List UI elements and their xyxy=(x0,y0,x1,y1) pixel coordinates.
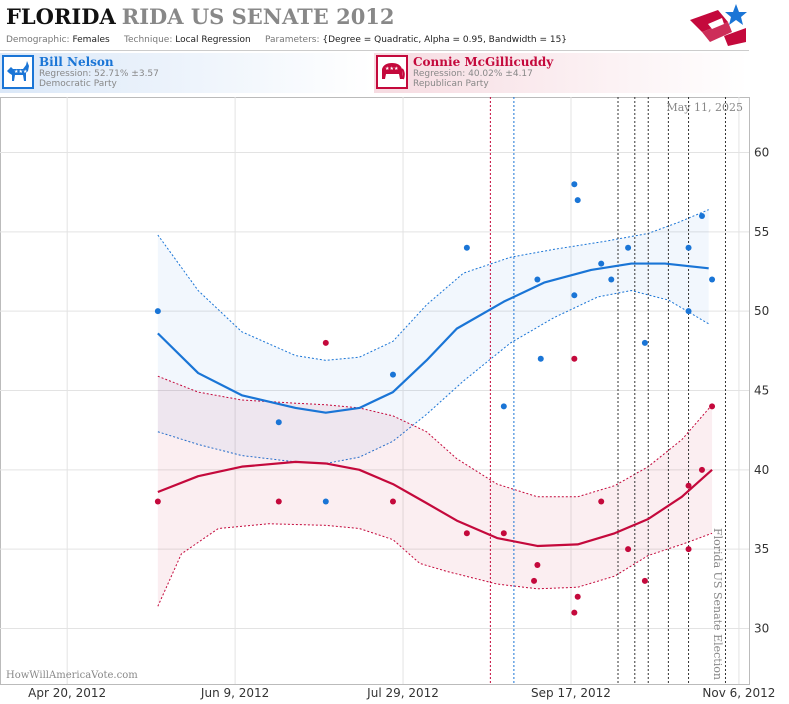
grid-lines xyxy=(0,97,749,684)
rep-poll-point xyxy=(698,466,705,473)
dem-poll-point xyxy=(571,181,578,188)
poll-points xyxy=(154,181,716,616)
rep-regression: Regression: 40.02% ±4.17 xyxy=(413,69,533,79)
x-tick-label: Jun 9, 2012 xyxy=(200,686,269,700)
rep-poll-point xyxy=(275,498,282,505)
trend-lines xyxy=(157,262,713,548)
dem-candidate-name: Bill Nelson xyxy=(39,55,114,69)
dem-poll-point xyxy=(154,308,161,315)
x-tick-label: Apr 20, 2012 xyxy=(28,686,106,700)
dem-poll-point xyxy=(500,403,507,410)
rep-candidate-name: Connie McGillicuddy xyxy=(413,55,554,69)
dem-poll-point xyxy=(698,212,705,219)
candidate-panel-rep: ★★★ Connie McGillicuddy Regression: 40.0… xyxy=(374,53,748,93)
dem-band-lower xyxy=(157,290,709,464)
rep-poll-point xyxy=(685,482,692,489)
rep-poll-point xyxy=(322,339,329,346)
dem-poll-point xyxy=(625,244,632,251)
parameters-value: {Degree = Quadratic, Alpha = 0.95, Bandw… xyxy=(322,35,568,45)
candidate-panel-dem: ★★★ Bill Nelson Regression: 52.71% ±3.57… xyxy=(0,53,372,93)
rep-poll-point xyxy=(500,530,507,537)
dem-poll-point xyxy=(685,244,692,251)
axes: Apr 20, 2012 Jun 9, 2012 Jul 29, 2012 Sep 1… xyxy=(28,146,775,700)
event-lines xyxy=(489,97,726,684)
svg-text:★★★: ★★★ xyxy=(14,69,28,75)
x-tick-label: Sep 17, 2012 xyxy=(531,686,611,700)
dem-poll-point xyxy=(598,260,605,267)
dem-poll-point xyxy=(322,498,329,505)
dem-poll-point xyxy=(685,308,692,315)
rep-band-upper xyxy=(157,375,713,498)
rep-poll-point xyxy=(574,593,581,600)
dem-poll-point xyxy=(574,197,581,204)
dem-regression: Regression: 52.71% ±3.57 xyxy=(39,69,159,79)
rep-band-lower xyxy=(157,523,713,607)
dem-poll-point xyxy=(709,276,716,283)
date-stamp: May 11, 2025 xyxy=(666,101,743,114)
parameters-label: Parameters: xyxy=(264,35,320,45)
dem-party: Democratic Party xyxy=(39,79,117,89)
technique-value: Local Regression xyxy=(175,35,251,45)
title-state: FLORIDA xyxy=(6,4,116,29)
parameters-line: Demographic: Females Technique: Local Re… xyxy=(6,35,567,45)
y-tick-label: 50 xyxy=(754,304,769,318)
dem-trend-line xyxy=(157,262,709,414)
rep-poll-point xyxy=(463,530,470,537)
rep-poll-point xyxy=(641,577,648,584)
x-tick-label: Nov 6, 2012 xyxy=(702,686,775,700)
watermark: HowWillAmericaVote.com xyxy=(6,670,138,681)
page-title: FLORIDA RIDA US SENATE 2012 xyxy=(6,4,395,29)
y-tick-label: 30 xyxy=(754,621,769,635)
y-tick-label: 60 xyxy=(754,146,769,160)
dem-band-upper xyxy=(157,209,709,361)
dem-poll-point xyxy=(537,355,544,362)
rep-poll-point xyxy=(531,577,538,584)
svg-text:★★★: ★★★ xyxy=(385,66,399,72)
y-tick-label: 55 xyxy=(754,225,769,239)
demographic-value: Females xyxy=(72,35,110,45)
rep-confidence-band xyxy=(157,376,713,607)
donkey-icon: ★★★ xyxy=(2,55,34,89)
rep-poll-point xyxy=(625,546,632,553)
technique-label: Technique: xyxy=(124,35,173,45)
demographic-label: Demographic: xyxy=(6,35,70,45)
y-tick-label: 40 xyxy=(754,463,769,477)
rep-party: Republican Party xyxy=(413,79,489,89)
x-tick-label: Jul 29, 2012 xyxy=(366,686,439,700)
y-tick-label: 45 xyxy=(754,384,769,398)
dem-poll-point xyxy=(389,371,396,378)
rep-trend-line xyxy=(157,460,713,548)
rep-poll-point xyxy=(598,498,605,505)
rep-poll-point xyxy=(389,498,396,505)
title-race: RIDA US SENATE 2012 xyxy=(121,4,395,29)
rep-poll-point xyxy=(571,609,578,616)
dem-poll-point xyxy=(534,276,541,283)
y-tick-label: 35 xyxy=(754,542,769,556)
rep-poll-point xyxy=(571,355,578,362)
dem-poll-point xyxy=(641,339,648,346)
elephant-icon: ★★★ xyxy=(376,55,408,89)
chart-header: FLORIDA RIDA US SENATE 2012 Demographic: … xyxy=(0,0,749,51)
election-label: Florida US Senate Election xyxy=(711,528,724,680)
rep-poll-point xyxy=(709,403,716,410)
dem-poll-point xyxy=(608,276,615,283)
dem-confidence-band xyxy=(157,209,709,464)
rep-poll-point xyxy=(154,498,161,505)
star-flag-logo-icon xyxy=(690,4,747,46)
rep-poll-point xyxy=(685,546,692,553)
dem-poll-point xyxy=(571,292,578,299)
confidence-bands xyxy=(157,209,713,607)
rep-poll-point xyxy=(534,562,541,569)
dem-poll-point xyxy=(463,244,470,251)
dem-poll-point xyxy=(275,419,282,426)
